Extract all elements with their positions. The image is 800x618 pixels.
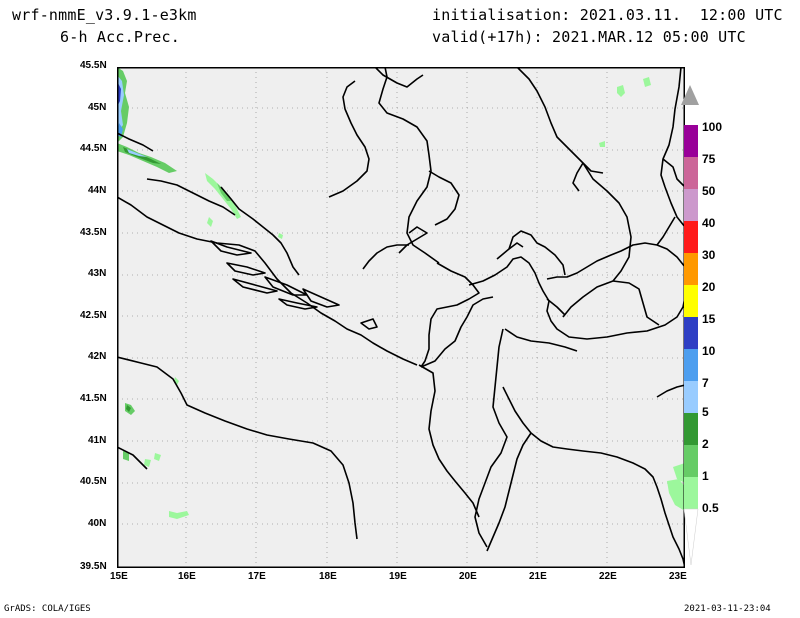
valid-time: valid(+17h): 2021.MAR.12 05:00 UTC bbox=[432, 28, 746, 46]
colorbar-box bbox=[684, 157, 698, 189]
precip-shading bbox=[117, 67, 685, 519]
colorbar-label: 50 bbox=[702, 184, 716, 198]
colorbar-label: 1 bbox=[702, 469, 709, 483]
borders-coastlines bbox=[117, 67, 685, 568]
colorbar-box bbox=[684, 477, 698, 509]
lon-label: 17E bbox=[248, 571, 266, 582]
lon-label: 16E bbox=[178, 571, 196, 582]
lat-label: 40N bbox=[88, 518, 107, 529]
colorbar-top-arrow bbox=[681, 85, 699, 105]
lat-label: 44N bbox=[88, 185, 107, 196]
footer-credit: GrADS: COLA/IGES bbox=[4, 604, 91, 614]
lon-label: 20E bbox=[459, 571, 477, 582]
colorbar-bottom-arrow bbox=[683, 508, 699, 565]
lat-label: 41N bbox=[88, 435, 107, 446]
lat-label: 43.5N bbox=[80, 227, 107, 238]
colorbar-box bbox=[684, 413, 698, 445]
lon-label: 22E bbox=[599, 571, 617, 582]
colorbar-box bbox=[684, 189, 698, 221]
colorbar-box bbox=[684, 253, 698, 285]
colorbar-label: 7 bbox=[702, 376, 709, 390]
colorbar-label: 30 bbox=[702, 248, 716, 262]
lat-label: 40.5N bbox=[80, 476, 107, 487]
footer-timestamp: 2021-03-11-23:04 bbox=[684, 604, 771, 614]
lon-label: 15E bbox=[110, 571, 128, 582]
lat-label: 43N bbox=[88, 268, 107, 279]
lon-label: 21E bbox=[529, 571, 547, 582]
colorbar-label: 40 bbox=[702, 216, 716, 230]
model-title: wrf-nmmE_v3.9.1-e3km bbox=[12, 6, 197, 24]
lat-label: 42N bbox=[88, 351, 107, 362]
colorbar-box bbox=[684, 317, 698, 349]
lon-label: 19E bbox=[389, 571, 407, 582]
lat-label: 42.5N bbox=[80, 310, 107, 321]
lat-label: 44.5N bbox=[80, 143, 107, 154]
precipitation-map bbox=[117, 67, 685, 568]
field-title: 6-h Acc.Prec. bbox=[60, 28, 180, 46]
lon-label: 18E bbox=[319, 571, 337, 582]
colorbar-label: 0.5 bbox=[702, 501, 719, 515]
colorbar-label: 15 bbox=[702, 312, 716, 326]
colorbar-label: 75 bbox=[702, 152, 716, 166]
lon-label: 23E bbox=[669, 571, 687, 582]
colorbar-box bbox=[684, 381, 698, 413]
lat-label: 41.5N bbox=[80, 393, 107, 404]
lat-label: 39.5N bbox=[80, 561, 107, 572]
colorbar-box bbox=[684, 445, 698, 477]
colorbar-label: 10 bbox=[702, 344, 716, 358]
colorbar-box bbox=[684, 285, 698, 317]
colorbar-box bbox=[684, 125, 698, 157]
colorbar-label: 5 bbox=[702, 405, 709, 419]
lat-label: 45N bbox=[88, 102, 107, 113]
colorbar-label: 100 bbox=[702, 120, 723, 134]
colorbar-label: 20 bbox=[702, 280, 716, 294]
colorbar-label: 2 bbox=[702, 437, 709, 451]
colorbar-box bbox=[684, 221, 698, 253]
init-time: initialisation: 2021.03.11. 12:00 UTC bbox=[432, 6, 783, 24]
lat-label: 45.5N bbox=[80, 60, 107, 71]
colorbar-box bbox=[684, 349, 698, 381]
colorbar bbox=[681, 85, 699, 565]
map-background bbox=[117, 67, 685, 568]
